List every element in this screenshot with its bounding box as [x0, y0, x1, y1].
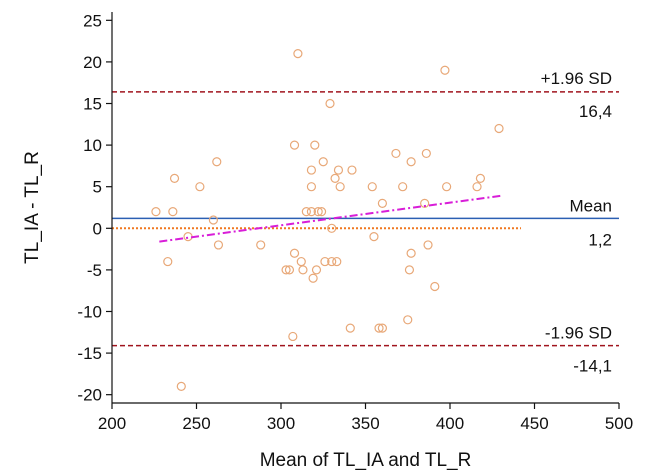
x-tick-label: 400	[436, 414, 464, 433]
data-point	[298, 265, 308, 275]
data-point	[404, 265, 415, 275]
y-tick-label: 5	[93, 178, 102, 197]
data-point	[256, 240, 266, 250]
data-point	[398, 182, 408, 192]
data-point	[332, 256, 342, 267]
x-tick-label: 450	[520, 414, 548, 433]
data-point	[289, 140, 300, 150]
data-points	[151, 48, 504, 391]
data-point	[335, 182, 345, 192]
data-point	[213, 240, 224, 250]
data-point	[176, 381, 186, 391]
x-tick-label: 250	[182, 414, 210, 433]
x-tick-label: 300	[267, 414, 295, 433]
data-point	[311, 265, 322, 275]
y-tick-label: -10	[77, 302, 102, 321]
data-point	[406, 157, 416, 167]
data-point	[325, 98, 335, 109]
mean-label: Mean	[569, 196, 612, 215]
data-point	[333, 165, 344, 175]
data-point	[168, 207, 178, 217]
data-point	[169, 173, 180, 183]
data-point	[420, 198, 430, 208]
data-point	[288, 331, 298, 342]
data-point	[318, 157, 328, 167]
data-point	[423, 240, 433, 250]
data-point	[306, 182, 317, 192]
data-point	[403, 315, 413, 325]
x-axis-label: Mean of TL_IA and TL_R	[260, 450, 472, 471]
regression-line	[159, 194, 501, 243]
data-point	[494, 123, 504, 134]
data-point	[306, 207, 317, 217]
y-tick-label: -5	[87, 261, 102, 280]
data-point	[320, 256, 330, 267]
x-tick-label: 200	[98, 414, 126, 433]
data-point	[296, 256, 306, 267]
data-point	[391, 148, 401, 159]
y-axis-label: TL_IA - TL_R	[22, 151, 43, 264]
data-point	[475, 173, 486, 183]
y-tick-label: 15	[83, 95, 102, 114]
y-tick-label: 10	[83, 136, 102, 155]
data-point	[301, 207, 311, 217]
data-point	[151, 207, 161, 217]
data-point	[347, 165, 357, 175]
data-point	[306, 165, 317, 175]
data-point	[195, 182, 205, 192]
data-point	[442, 182, 452, 192]
y-tick-label: 0	[93, 219, 102, 238]
data-point	[289, 248, 300, 258]
y-tick-label: -15	[77, 344, 102, 363]
reference-labels: +1.96 SD 16,4 Mean 1,2 -1.96 SD -14,1	[541, 69, 612, 376]
data-point	[163, 256, 173, 267]
data-point	[406, 248, 416, 258]
data-point	[345, 323, 355, 333]
mean-value: 1,2	[588, 230, 612, 249]
data-point	[377, 198, 387, 208]
data-point	[310, 140, 320, 150]
data-point	[313, 207, 323, 217]
data-point	[212, 157, 222, 167]
y-tick-label: 20	[83, 53, 102, 72]
y-tick-label: 25	[83, 11, 102, 30]
axes: -20 -15 -10 -5 0 5 10 15 20 25 200 250 300 350 400 450 5…	[77, 11, 633, 433]
data-point	[293, 48, 303, 59]
data-point	[421, 148, 431, 159]
lower-limit-value: -14,1	[573, 357, 612, 376]
data-point	[308, 273, 318, 283]
data-point	[316, 207, 327, 217]
data-point	[330, 173, 340, 183]
x-tick-label: 350	[351, 414, 379, 433]
data-point	[367, 182, 377, 192]
data-point	[440, 65, 450, 75]
data-point	[472, 182, 482, 192]
data-point	[183, 232, 193, 242]
upper-limit-value: 16,4	[579, 102, 612, 121]
data-point	[327, 256, 337, 267]
data-point	[281, 265, 291, 275]
data-point	[377, 323, 387, 333]
data-point	[284, 265, 295, 275]
data-point	[327, 223, 337, 233]
upper-limit-label: +1.96 SD	[541, 69, 612, 88]
y-tick-label: -20	[77, 386, 102, 405]
data-point	[430, 281, 440, 292]
reference-lines	[112, 91, 619, 347]
lower-limit-label: -1.96 SD	[545, 324, 612, 343]
data-point	[374, 323, 384, 333]
x-tick-label: 500	[605, 414, 633, 433]
data-point	[208, 215, 218, 225]
data-point	[369, 232, 379, 242]
